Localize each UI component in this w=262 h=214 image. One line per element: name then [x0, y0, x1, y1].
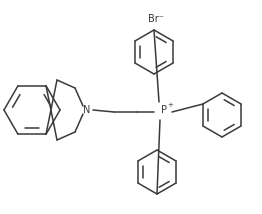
Text: +: + [167, 102, 173, 108]
Text: P: P [161, 105, 167, 115]
Text: Br⁻: Br⁻ [148, 14, 164, 24]
Text: N: N [83, 105, 91, 115]
